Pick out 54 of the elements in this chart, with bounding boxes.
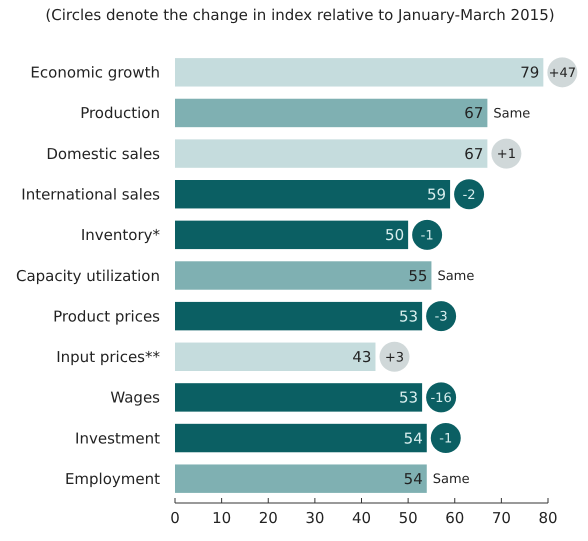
bar [175,302,422,330]
annotation: +47 [548,66,576,81]
data-label: 55 [408,266,428,285]
x-tick-label: 30 [305,509,324,527]
x-tick-label: 40 [352,509,372,527]
annotation: Same [432,472,470,488]
y-tick-label: Wages [110,388,160,407]
annotation: Same [437,269,474,284]
annotation: -1 [439,432,452,447]
x-tick-label: 0 [170,509,180,527]
x-tick-label: 50 [398,509,418,527]
chart-title: (Circles denote the change in index relative to January-March 2015) [45,6,555,24]
x-tick-label: 80 [538,509,558,527]
x-tick-label: 70 [492,509,511,527]
y-tick-label: Economic growth [30,64,160,82]
data-label: 53 [399,388,418,407]
annotation: +3 [384,350,404,366]
y-tick-label: Domestic sales [46,144,160,163]
annotation: -3 [434,310,448,325]
data-label: 59 [426,185,446,204]
y-tick-label: Input prices** [56,348,160,366]
bar [175,139,488,168]
data-label: 54 [404,470,423,488]
annotation: +1 [496,147,516,162]
data-label: 67 [464,104,484,122]
bar [175,220,408,250]
y-tick-label: International sales [21,185,160,204]
bar [175,98,488,128]
annotation: -16 [430,390,452,406]
annotation: Same [493,106,530,122]
x-tick-label: 60 [445,509,464,527]
y-tick-label: Capacity utilization [16,266,160,285]
bar [175,424,427,452]
data-label: 54 [404,429,423,448]
data-label: 67 [464,144,484,163]
y-tick-label: Product prices [53,307,160,326]
bar [175,58,544,87]
bar [175,180,450,208]
annotation: -1 [420,228,434,244]
data-label: 53 [399,307,418,326]
bar [175,342,376,371]
data-label: 50 [385,226,404,244]
x-tick-label: 10 [212,509,232,527]
bar [175,261,432,290]
bar [175,383,422,412]
x-tick-label: 20 [258,509,278,527]
y-tick-label: Inventory* [80,226,160,244]
data-label: 43 [352,348,372,366]
data-label: 79 [520,64,540,82]
y-tick-label: Production [80,104,160,122]
y-tick-label: Investment [75,429,160,448]
y-tick-label: Employment [64,470,160,488]
bar [175,464,427,493]
annotation: -2 [462,188,476,203]
